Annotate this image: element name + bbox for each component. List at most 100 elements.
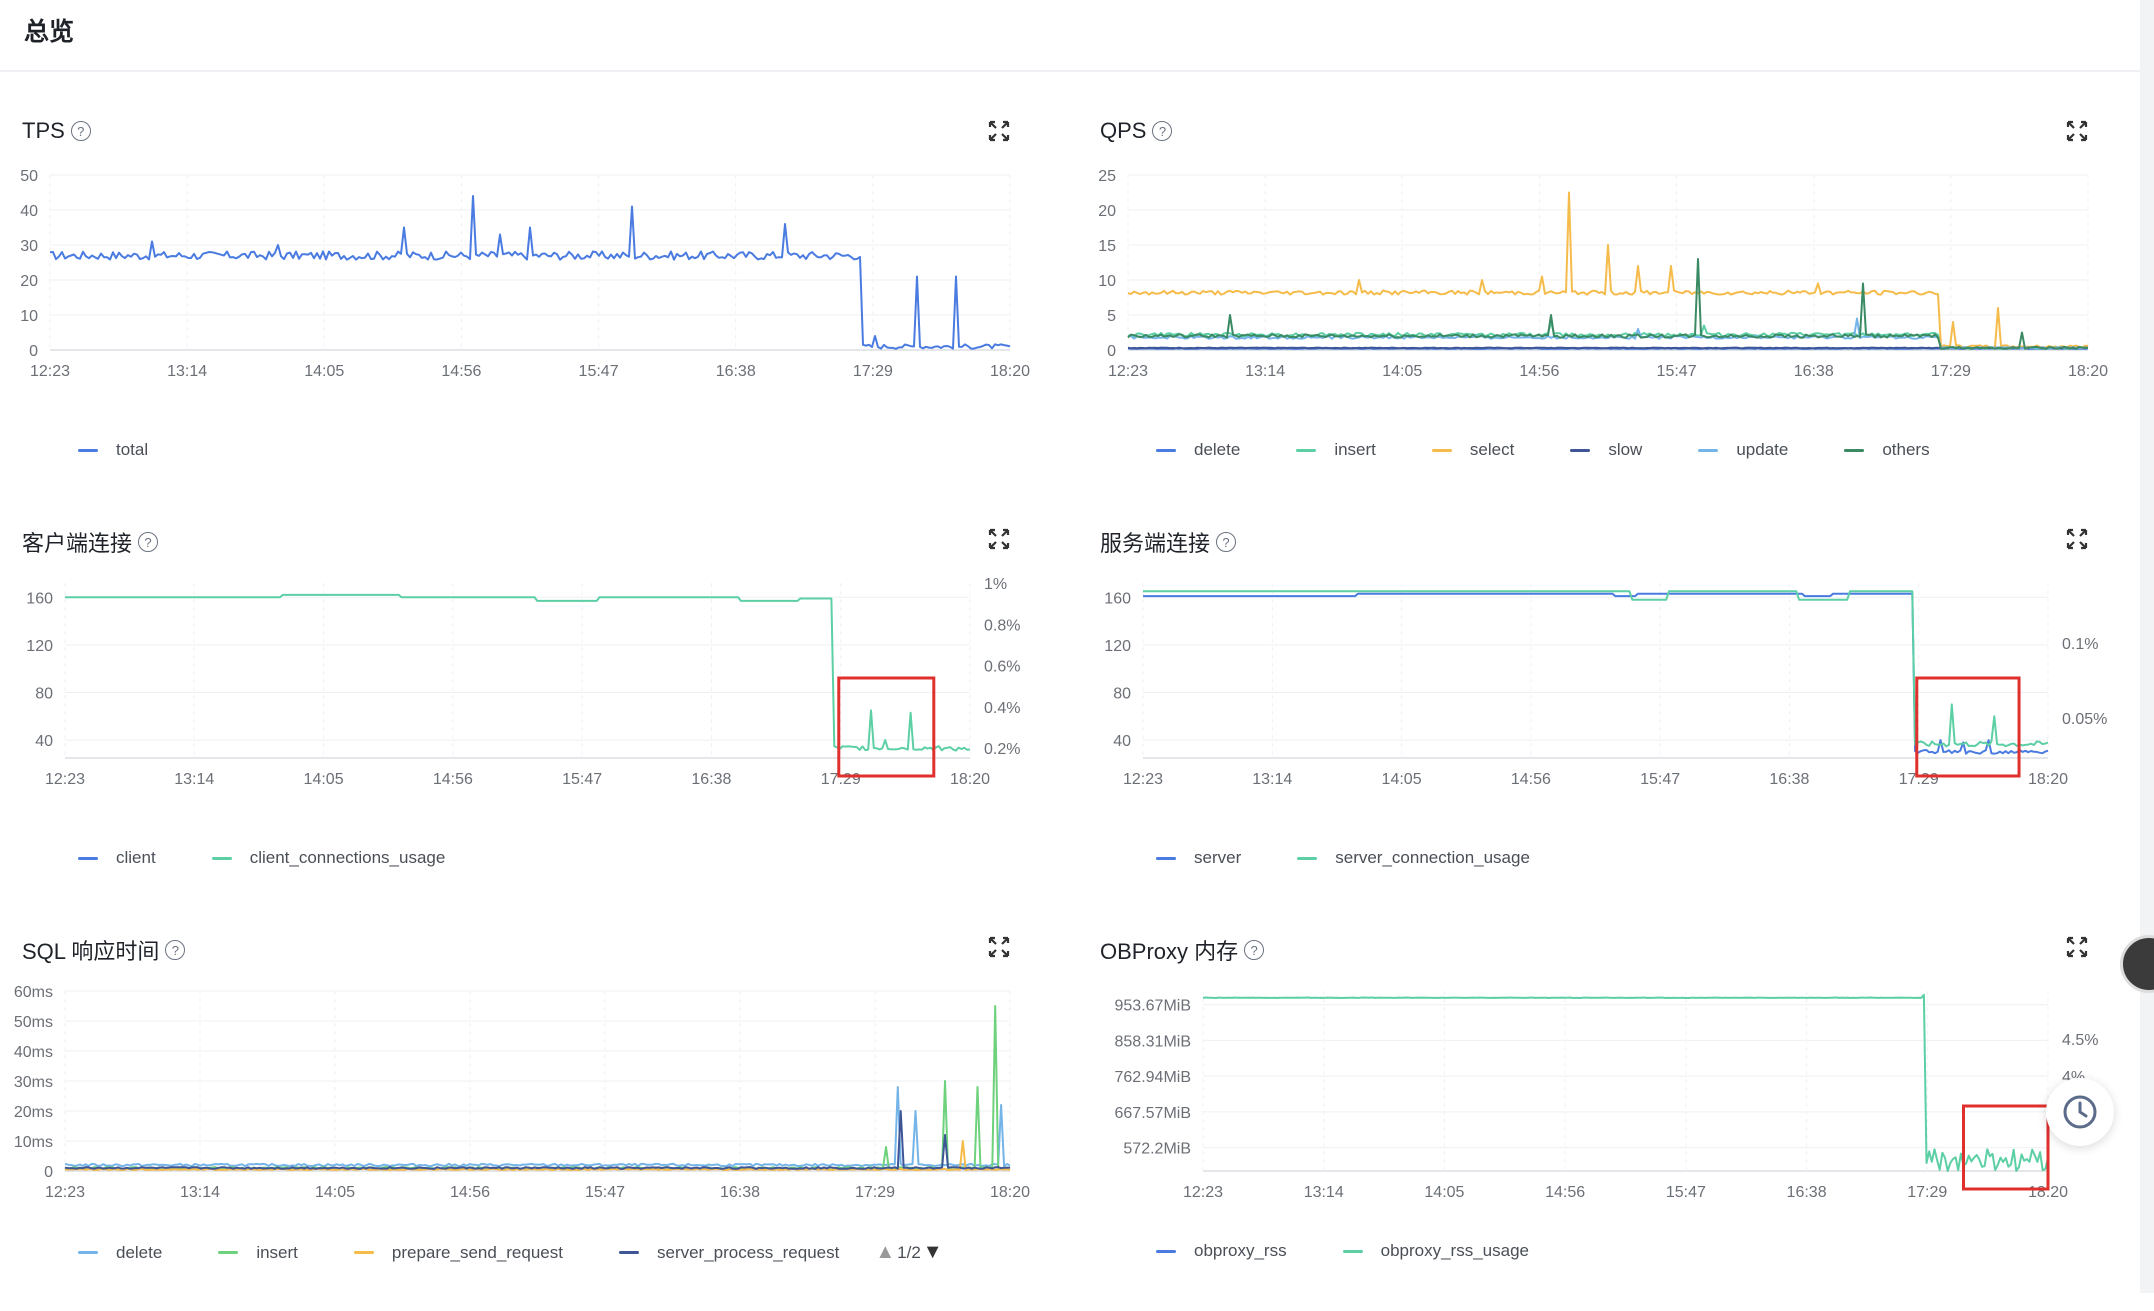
x-tick-label: 14:05 — [1382, 363, 1422, 380]
help-icon[interactable]: ? — [1152, 121, 1173, 141]
legend-swatch — [618, 1251, 639, 1254]
help-icon[interactable]: ? — [70, 121, 91, 141]
help-icon[interactable]: ? — [138, 532, 159, 552]
legend-item[interactable]: server — [1156, 848, 1241, 868]
expand-icon[interactable] — [988, 936, 1010, 958]
x-tick-label: 17:29 — [855, 1184, 895, 1201]
legend-label: client_connections_usage — [249, 848, 446, 867]
series-line-obproxy_rss_usage[interactable] — [1202, 993, 2049, 1172]
x-tick-label: 14:05 — [304, 771, 344, 788]
x-tick-label: 15:47 — [1666, 1184, 1706, 1201]
legend-swatch — [1297, 856, 1318, 860]
x-tick-label: 15:47 — [579, 363, 619, 380]
highlight-box — [837, 676, 936, 778]
y-tick-label: 953.67MiB — [1115, 998, 1192, 1015]
y-tick-label: 60ms — [14, 984, 53, 1001]
legend-item[interactable]: select — [1431, 440, 1514, 460]
series-line-others[interactable] — [1127, 258, 2089, 350]
history-button[interactable] — [2046, 1078, 2114, 1146]
legend-label: server_connection_usage — [1335, 848, 1530, 867]
page-header: 总览 — [0, 0, 2140, 72]
x-tick-label: 18:20 — [990, 363, 1030, 380]
legend-label: server — [1194, 848, 1242, 867]
legend-item[interactable]: prepare_send_request — [353, 1242, 563, 1263]
legend-item[interactable]: server_connection_usage — [1297, 848, 1530, 868]
y-tick-label: 15 — [1098, 238, 1116, 255]
legend-item[interactable]: update — [1698, 440, 1788, 460]
series-line-server_connection_usage[interactable] — [1143, 590, 2049, 748]
legend-label: total — [116, 440, 149, 459]
legend-label: obproxy_rss_usage — [1380, 1241, 1529, 1260]
x-tick-label: 13:14 — [167, 363, 207, 380]
legend-item[interactable]: obproxy_rss_usage — [1342, 1241, 1529, 1261]
legend-item[interactable]: delete — [1156, 440, 1240, 460]
expand-icon[interactable] — [988, 528, 1010, 550]
legend-label: server_process_request — [656, 1242, 840, 1262]
legend-label: prepare_send_request — [391, 1242, 563, 1262]
series-line-prepare_send_request[interactable] — [64, 1140, 1011, 1172]
panel-tps: TPS? 0 10 20 30 40 50 12:23 13:14 14:05 14:56 15:47… — [0, 100, 1040, 495]
y-tick-label: 40 — [1113, 733, 1131, 750]
legend-item[interactable]: insert — [1296, 440, 1376, 460]
pager-prev-icon[interactable]: ▲ — [875, 1241, 896, 1263]
series-line-delete[interactable] — [64, 1086, 1011, 1168]
pager-next-icon[interactable]: ▼ — [922, 1241, 943, 1263]
scrollbar[interactable] — [2140, 0, 2154, 1293]
y-tick-label: 40 — [20, 203, 38, 220]
series-line-total[interactable] — [49, 195, 1011, 350]
legend-item[interactable]: server_process_request — [618, 1242, 840, 1263]
clock-icon — [2063, 1095, 2097, 1129]
y-tick-label: 30ms — [14, 1074, 53, 1091]
legend-item[interactable]: slow — [1570, 440, 1642, 460]
panel-title: 客户端连接? — [22, 526, 159, 558]
legend-item[interactable]: total — [78, 440, 148, 460]
series-line-server_process_request[interactable] — [64, 1110, 1011, 1170]
help-icon[interactable]: ? — [1244, 940, 1265, 960]
legend-item[interactable]: obproxy_rss — [1156, 1241, 1287, 1261]
x-tick-label: 17:29 — [1907, 1184, 1947, 1201]
legend-item[interactable]: insert — [218, 1243, 298, 1263]
y-tick-label: 40ms — [14, 1044, 53, 1061]
y-tick-label: 80 — [35, 686, 53, 703]
x-tick-label: 15:47 — [1640, 771, 1680, 788]
series-line-insert[interactable] — [64, 1005, 1011, 1170]
legend-swatch — [78, 448, 98, 452]
y-tick-label: 120 — [26, 638, 53, 655]
x-tick-label: 17:29 — [853, 363, 893, 380]
legend-item[interactable]: client_connections_usage — [211, 848, 446, 868]
x-tick-label: 12:23 — [1183, 1184, 1223, 1201]
legend-item[interactable]: client — [78, 848, 156, 868]
y-tick-label: 10ms — [14, 1134, 53, 1151]
legend-item[interactable]: delete — [78, 1243, 162, 1263]
x-tick-label: 14:56 — [1511, 771, 1551, 788]
expand-icon[interactable] — [2066, 120, 2088, 142]
avatar[interactable] — [2120, 935, 2154, 993]
chart-server: 40 80 120 160 0.05% 0.1% 12:23 13:14 14:05 14:56 1… — [1104, 583, 2107, 788]
series-line-slow[interactable] — [1127, 346, 2089, 350]
expand-icon[interactable] — [988, 120, 1010, 142]
legend-item[interactable]: others — [1844, 440, 1930, 460]
panel-title-text: 服务端连接 — [1100, 531, 1211, 556]
panel-title: 服务端连接? — [1100, 526, 1237, 558]
expand-icon[interactable] — [2066, 936, 2088, 958]
x-tick-label: 14:05 — [1382, 771, 1422, 788]
series-line-select[interactable] — [1127, 191, 2089, 349]
series-line-client_connections_usage[interactable] — [65, 593, 971, 752]
x-tick-label: 13:14 — [1245, 363, 1285, 380]
x-tick-label: 12:23 — [45, 1184, 85, 1201]
help-icon[interactable]: ? — [165, 940, 186, 960]
help-icon[interactable]: ? — [1216, 532, 1237, 552]
panel-title-text: OBProxy 内存 — [1100, 939, 1239, 964]
x-tick-label: 18:20 — [2068, 363, 2108, 380]
x-tick-label: 14:05 — [304, 363, 344, 380]
y-tick-label: 5 — [1107, 308, 1116, 325]
expand-icon[interactable] — [2066, 528, 2088, 550]
y-tick-label: 858.31MiB — [1115, 1033, 1192, 1050]
legend-swatch — [1342, 1249, 1363, 1253]
y-tick-label: 160 — [26, 590, 53, 607]
panel-server: 服务端连接? 40 80 120 160 0.05% 0.1% 12:23 13:14 14:05… — [1078, 508, 2118, 903]
legend-label: insert — [256, 1242, 298, 1262]
legend-label: delete — [116, 1242, 163, 1262]
legend-swatch — [78, 1251, 98, 1254]
series-line-server[interactable] — [1143, 592, 2049, 755]
